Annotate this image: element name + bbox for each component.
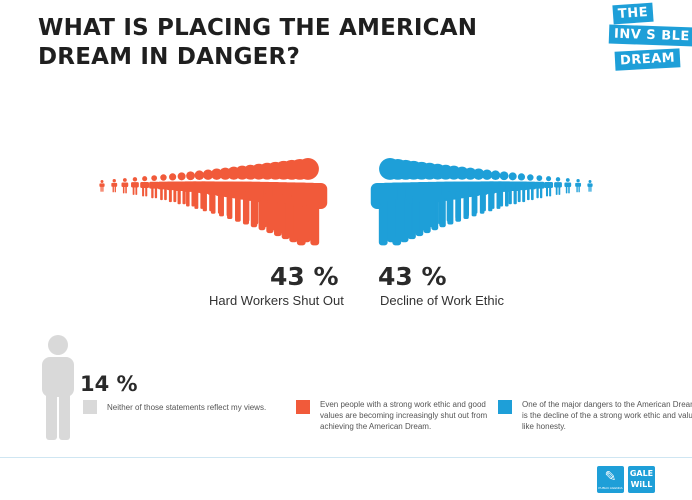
work-ethic-label: Decline of Work Ethic <box>380 293 505 308</box>
gale-will-line-2: WiLL <box>630 480 653 489</box>
hard-workers-value: 43 % <box>270 262 339 291</box>
left-person-6 <box>157 174 170 201</box>
left-person-3 <box>131 177 139 195</box>
public-agenda-text: PUBLIC AGENDA <box>598 486 623 490</box>
legend-neither-text: Neither of those statements reflect my v… <box>107 403 267 412</box>
right-person-3 <box>554 177 562 195</box>
left-person-0 <box>99 180 105 192</box>
hard-workers-label: Hard Workers Shut Out <box>209 293 344 308</box>
public-agenda-logo[interactable]: ✎ PUBLIC AGENDA <box>597 466 624 493</box>
right-person-1 <box>575 179 582 193</box>
gale-will-line-1: GALE <box>629 469 654 478</box>
left-person-7 <box>166 173 179 203</box>
public-agenda-icon: ✎ <box>604 468 617 484</box>
neither-value: 14 % <box>80 372 138 396</box>
gale-will-logo[interactable]: GALE WiLL <box>628 466 655 493</box>
right-person-5 <box>534 175 545 199</box>
footer-divider <box>0 457 692 458</box>
right-person-0 <box>587 180 593 192</box>
left-person-1 <box>111 179 118 193</box>
right-person-4 <box>544 176 554 197</box>
left-person-5 <box>149 175 160 199</box>
right-person-10 <box>487 170 504 209</box>
right-person-7 <box>515 173 528 203</box>
page-title: WHAT IS PLACING THE AMERICAN DREAM IN DA… <box>38 15 478 70</box>
right-person-2 <box>564 178 572 194</box>
legend-swatch-blue <box>498 400 512 414</box>
left-person-2 <box>121 178 129 194</box>
work-ethic-value: 43 % <box>378 262 447 291</box>
neither-person-icon <box>42 335 74 440</box>
left-person-4 <box>140 176 150 197</box>
legend-hard-workers-text: Even people with a strong work ethic and… <box>320 400 488 431</box>
legend-swatch-gray <box>83 400 97 414</box>
right-person-6 <box>524 174 537 201</box>
legend-swatch-red <box>296 400 310 414</box>
legend-work-ethic-text: One of the major dangers to the American… <box>522 400 692 431</box>
